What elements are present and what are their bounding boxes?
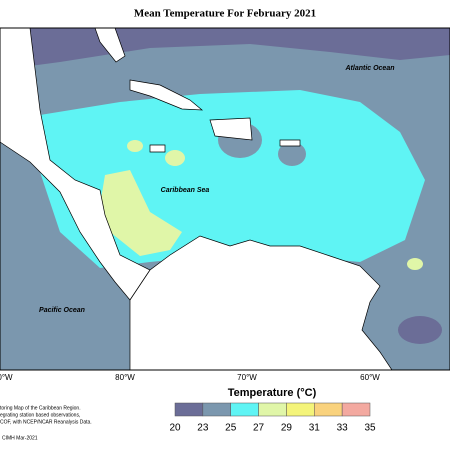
legend-swatch	[286, 402, 315, 417]
legend-tick-label: 29	[281, 423, 293, 434]
longitude-label: 80°W	[115, 373, 135, 382]
warm-patch	[100, 170, 182, 256]
legend-swatch	[314, 402, 343, 417]
footnote: COF, with NCEP/NCAR Reanalysis Data.	[0, 419, 92, 425]
legend-tick-label: 25	[225, 423, 237, 434]
south-america	[129, 235, 393, 371]
legend-tick-label: 33	[337, 423, 349, 434]
warm-patch	[407, 258, 423, 270]
legend-swatch	[230, 402, 259, 417]
puerto-rico	[279, 139, 301, 147]
legend-swatch	[174, 402, 204, 417]
cool-patch	[278, 142, 306, 166]
ocean-label: Caribbean Sea	[161, 187, 210, 194]
longitude-label: 60°W	[360, 373, 380, 382]
legend-tick-label: 23	[197, 423, 209, 434]
cuba	[129, 79, 204, 111]
map: Atlantic Ocean Caribbean Sea Pacific Oce…	[0, 27, 450, 371]
ocean-label: Pacific Ocean	[39, 307, 85, 314]
credit: CIMH Mar-2021	[2, 435, 38, 441]
legend-tick-label: 35	[364, 423, 376, 434]
legend-swatch	[202, 402, 231, 417]
cool-patch	[398, 316, 442, 344]
warm-patch	[165, 150, 185, 166]
legend-tick-label: 27	[253, 423, 265, 434]
legend-tick-label: 20	[169, 423, 181, 434]
footnote: egrating station based observations,	[0, 412, 80, 418]
hispaniola	[209, 117, 253, 141]
legend-title: Temperature (°C)	[228, 387, 317, 399]
ocean-label: Atlantic Ocean	[344, 65, 394, 72]
footnote: toring Map of the Caribbean Region.	[0, 405, 81, 411]
legend-tick-label: 31	[309, 423, 321, 434]
legend-swatch	[341, 402, 371, 417]
warm-patch	[127, 140, 143, 152]
legend-swatch	[258, 402, 287, 417]
longitude-label: 0°W	[0, 373, 13, 382]
longitude-label: 70°W	[237, 373, 257, 382]
jamaica	[149, 144, 166, 153]
map-frame	[0, 27, 450, 371]
map-title: Mean Temperature For February 2021	[134, 8, 316, 20]
